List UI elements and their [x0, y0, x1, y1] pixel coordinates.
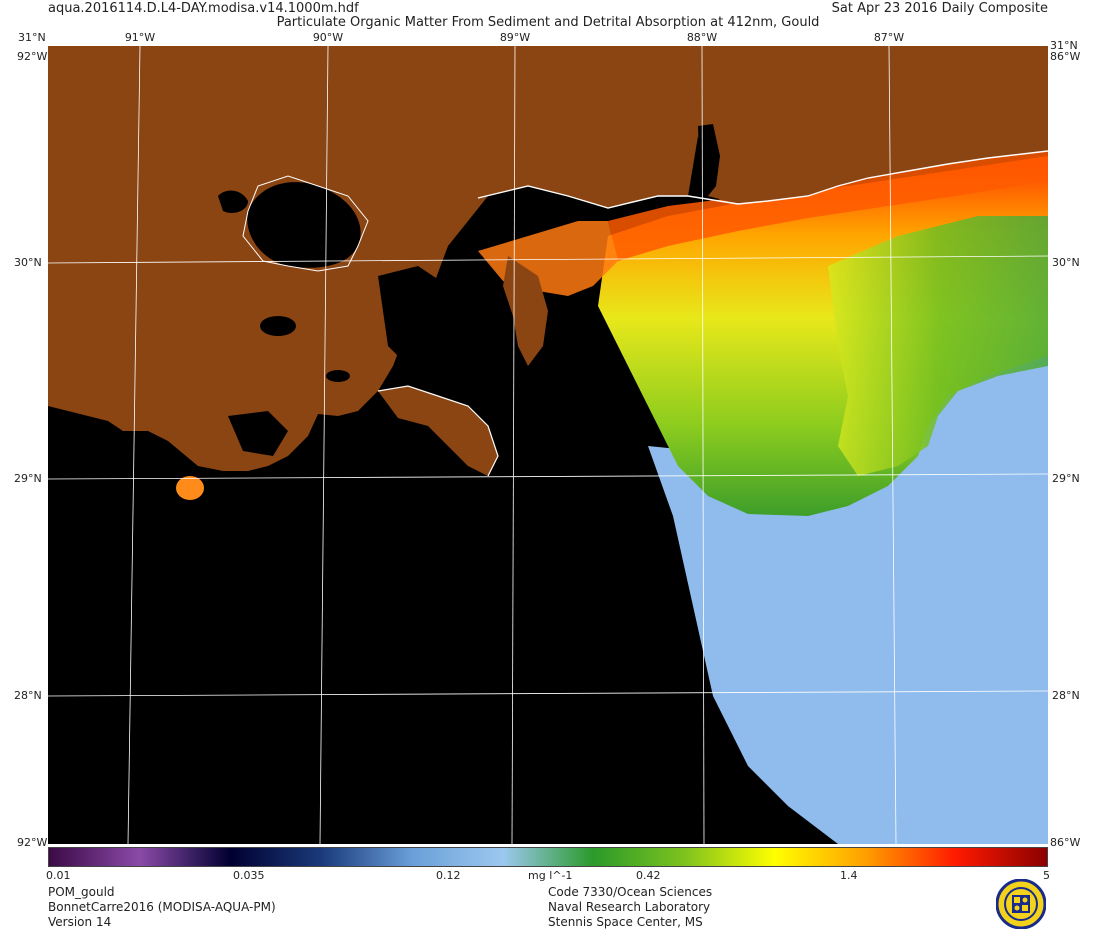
colorbar-tick-1: 0.035 — [233, 869, 265, 882]
atchafalaya-plume — [176, 476, 204, 500]
lat-label-29n-left: 29°N — [14, 472, 42, 485]
lake-pontchartrain — [247, 182, 361, 268]
lat-label-30n-right: 30°N — [1052, 256, 1080, 269]
version-label: Version 14 — [48, 915, 112, 929]
file-name: aqua.2016114.D.L4-DAY.modisa.v14.1000m.h… — [48, 1, 359, 16]
composite-date: Sat Apr 23 2016 Daily Composite — [831, 1, 1048, 16]
lat-label-28n-right: 28°N — [1052, 689, 1080, 702]
barataria-bay — [378, 266, 458, 366]
lat-label-28n-left: 28°N — [14, 689, 42, 702]
mobile-bay — [698, 124, 720, 196]
terrebonne-bay — [228, 411, 288, 456]
eastern-plume-region — [828, 216, 1048, 476]
inland-lake-2 — [326, 370, 350, 382]
corner-lon-bottom-right: 86°W — [1050, 836, 1081, 849]
org-location: Stennis Space Center, MS — [548, 915, 703, 929]
nearshore-orange-band — [608, 151, 1048, 261]
corner-lat-top-left: 31°N — [18, 31, 46, 44]
corner-lon-top-right: 86°W — [1050, 50, 1081, 63]
lon-label-91w: 91°W — [124, 31, 156, 44]
lon-label-87w: 87°W — [873, 31, 905, 44]
org-name: Naval Research Laboratory — [548, 900, 711, 914]
corner-lon-bottom-left: 92°W — [17, 836, 48, 849]
colorbar-tick-6: 5 — [1043, 869, 1050, 882]
land-mass — [48, 46, 1048, 471]
mississippi-delta-turbid — [478, 221, 618, 296]
lon-label-90w: 90°W — [312, 31, 344, 44]
lon-label-88w: 88°W — [686, 31, 718, 44]
product-name: POM_gould — [48, 885, 115, 899]
map-panel[interactable] — [48, 46, 1048, 844]
colorbar-unit: mg l^-1 — [528, 869, 573, 882]
colorbar-tick-5: 1.4 — [840, 869, 858, 882]
org-code: Code 7330/Ocean Sciences — [548, 885, 713, 899]
nrl-seal-icon — [996, 879, 1046, 929]
inland-lake-1 — [260, 316, 296, 336]
lon-label-89w: 89°W — [499, 31, 531, 44]
map-title: Particulate Organic Matter From Sediment… — [276, 15, 820, 30]
colorbar — [48, 847, 1048, 867]
corner-lon-top-left: 92°W — [17, 50, 48, 63]
colorbar-tick-2: 0.12 — [436, 869, 461, 882]
corner-lat-top-right: 31°N — [1050, 39, 1078, 52]
colorbar-tick-0: 0.01 — [46, 869, 71, 882]
colorbar-tick-4: 0.42 — [636, 869, 661, 882]
delta-coastline — [377, 385, 499, 477]
graticule — [48, 46, 1048, 844]
lat-label-29n-right: 29°N — [1052, 472, 1080, 485]
dataset-name: BonnetCarre2016 (MODISA-AQUA-PM) — [48, 900, 276, 914]
lake-outline — [242, 175, 369, 272]
lake-maurepas — [218, 190, 248, 213]
map-canvas — [48, 46, 1048, 844]
louisiana-south-coast — [378, 386, 498, 476]
coastline — [477, 150, 1048, 209]
lat-label-30n-left: 30°N — [14, 256, 42, 269]
colorbar-gradient — [49, 848, 1047, 866]
